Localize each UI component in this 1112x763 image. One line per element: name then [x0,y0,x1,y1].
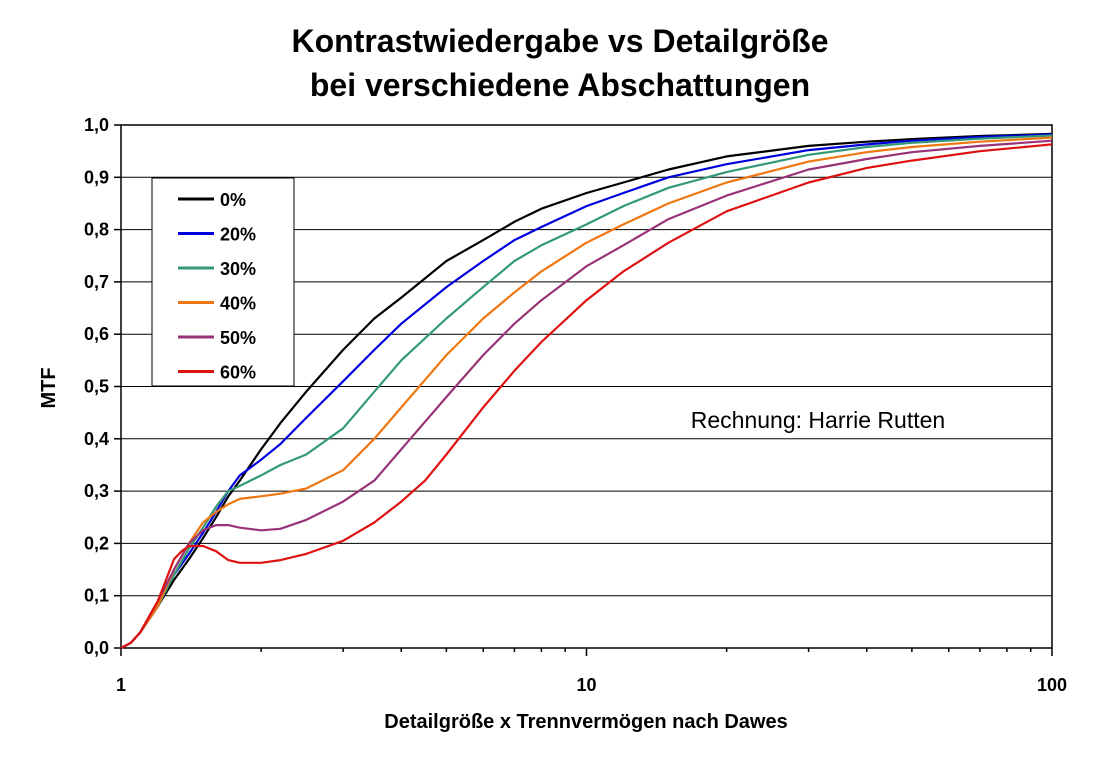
legend-label: 30% [220,259,256,279]
y-tick-label: 0,2 [84,533,109,553]
legend-label: 20% [220,225,256,245]
y-axis-ticks: 0,0 0,1 0,2 0,3 0,4 0,5 0,6 0,7 0,8 0,9 1,0 [84,115,121,658]
x-tick-label: 100 [1037,675,1067,695]
y-tick-label: 0,1 [84,586,109,606]
x-axis-ticks: 1 10 100 [116,648,1067,695]
series-lines [120,132,1053,649]
y-tick-label: 0,4 [84,429,109,449]
legend-label: 40% [220,294,256,314]
chart-title-line-1: Kontrastwiedergabe vs Detailgröße [291,23,828,59]
legend-box [151,177,295,387]
calculation-credit: Rechnung: Harrie Rutten [691,407,945,433]
y-tick-label: 0,7 [84,272,109,292]
y-axis-label: MTF [38,367,60,408]
legend-label: 0% [220,190,246,210]
series-line-60-percent [120,143,1053,649]
chart-title-line-2: bei verschiedene Abschattungen [310,67,810,103]
x-tick-label: 1 [116,675,126,695]
legend: 0% 20% 30% 40% 50% 60% [151,177,295,387]
y-tick-label: 0,6 [84,324,109,344]
series-line-20-percent [120,133,1053,649]
y-tick-label: 1,0 [84,115,109,135]
legend-label: 60% [220,363,256,383]
series-line-50-percent [120,139,1053,649]
series-line-30-percent [120,134,1053,649]
y-tick-label: 0,9 [84,167,109,187]
y-tick-label: 0,8 [84,220,109,240]
legend-label: 50% [220,328,256,348]
y-tick-label: 0,0 [84,638,109,658]
x-tick-label: 10 [576,675,596,695]
series-line-0-percent [120,132,1053,649]
y-tick-label: 0,5 [84,377,109,397]
x-axis-label: Detailgröße x Trennvermögen nach Dawes [384,711,787,733]
y-tick-label: 0,3 [84,481,109,501]
